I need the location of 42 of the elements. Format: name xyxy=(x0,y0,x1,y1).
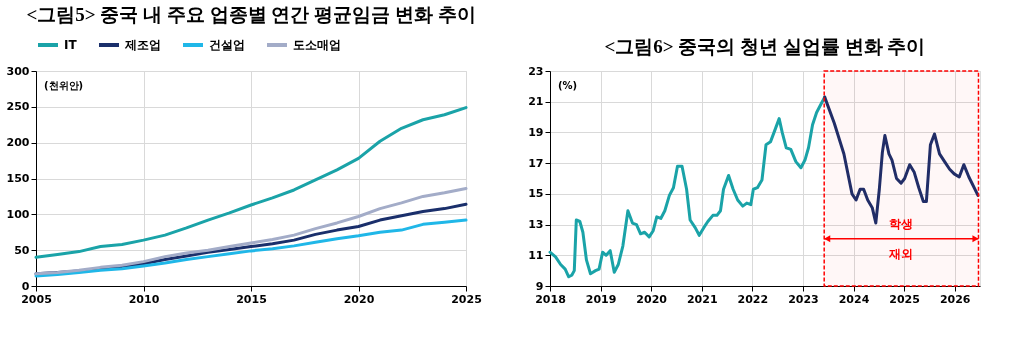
legend-label: 제조업 xyxy=(124,38,161,52)
x-tick-label: 2019 xyxy=(585,292,617,306)
y-tick-label: 100 xyxy=(6,207,30,221)
y-tick-label: 250 xyxy=(6,100,30,114)
line-series xyxy=(34,187,468,276)
x-tick-label: 2026 xyxy=(939,292,971,306)
x-tick-label: 2018 xyxy=(535,292,566,306)
chart-title: <그림6> 중국의 청년 실업률 변화 추이 xyxy=(604,36,926,57)
y-tick-label: 11 xyxy=(528,248,544,262)
x-tick-label: 2020 xyxy=(636,292,668,306)
y-tick-label: 21 xyxy=(528,95,544,109)
legend-label: IT xyxy=(64,38,78,52)
x-tick-label: 2025 xyxy=(889,292,920,306)
y-tick-label: 19 xyxy=(528,125,544,139)
x-tick-label: 2025 xyxy=(451,292,482,306)
line-series xyxy=(548,95,827,279)
y-tick-label: 23 xyxy=(528,64,544,78)
x-tick-label: 2015 xyxy=(236,292,267,306)
legend-label: 건설업 xyxy=(209,38,245,52)
text: 학생 재외 xyxy=(889,216,914,261)
y-tick-label: 200 xyxy=(6,136,30,150)
y-tick-label: 9 xyxy=(535,279,544,293)
x-tick-label: 2020 xyxy=(343,292,375,306)
y-tick-label: 50 xyxy=(14,243,30,257)
x-tick-label: 2021 xyxy=(686,292,718,306)
chart-title: <그림5> 중국 내 주요 업종별 연간 평균임금 변화 추이 xyxy=(26,4,476,25)
legend-label: 도소매업 xyxy=(293,38,341,52)
line-series xyxy=(34,218,468,278)
x-tick-label: 2022 xyxy=(737,292,769,306)
line-series xyxy=(34,106,468,259)
y-tick-label: 300 xyxy=(6,64,30,78)
y-tick-label: 0 xyxy=(21,279,30,293)
y-axis-title: (%) xyxy=(558,80,578,91)
y-tick-label: 15 xyxy=(528,187,544,201)
y-tick-label: 150 xyxy=(6,172,30,185)
x-tick-label: 2024 xyxy=(838,292,870,306)
x-tick-label: 2023 xyxy=(788,292,819,306)
y-axis-title: (천위안) xyxy=(44,80,84,91)
y-tick-label: 17 xyxy=(528,156,544,170)
x-tick-label: 2005 xyxy=(21,292,52,306)
y-tick-label: 13 xyxy=(528,218,544,232)
x-tick-label: 2010 xyxy=(128,292,160,306)
